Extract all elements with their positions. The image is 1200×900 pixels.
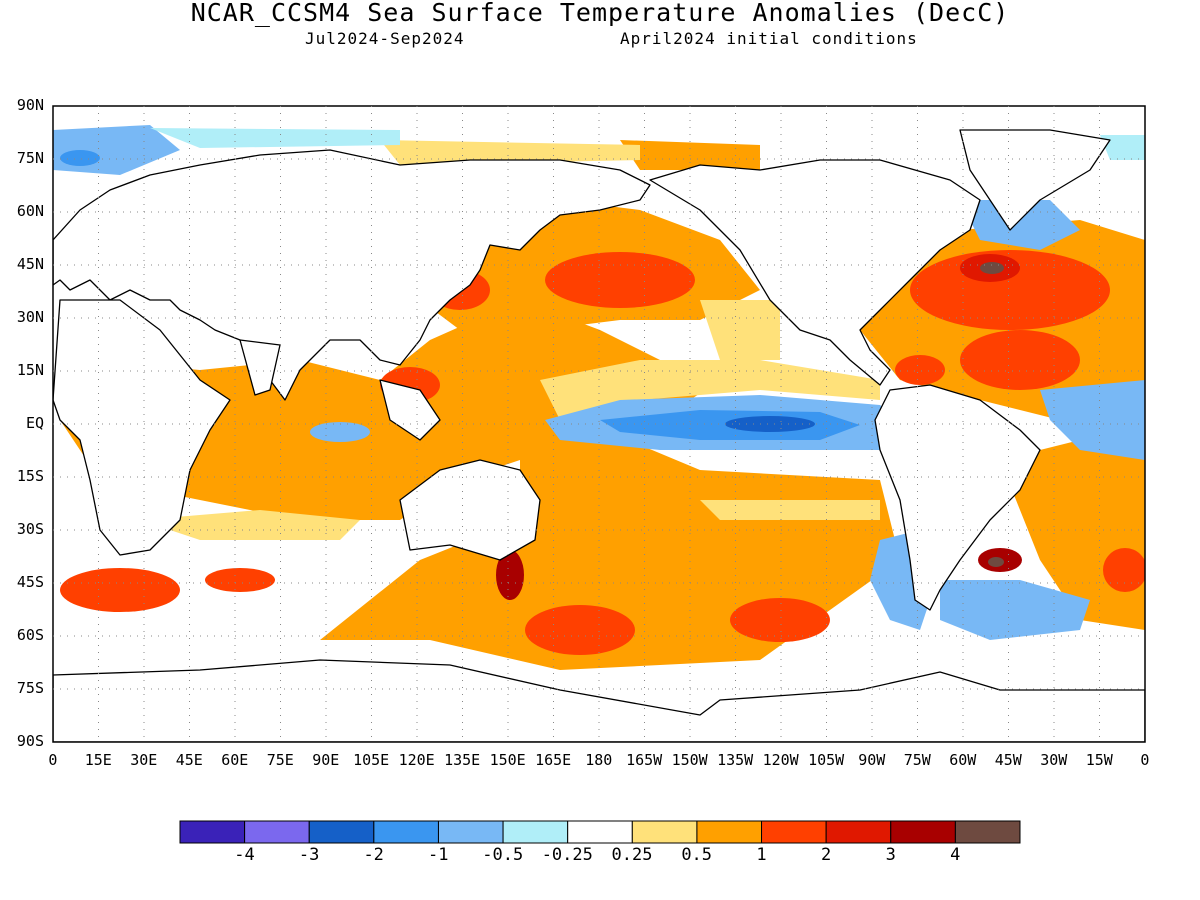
latitude-label: 45N [16, 255, 44, 273]
colorbar-swatch [954, 820, 1021, 844]
colorbar-label: -0.5 [482, 845, 524, 865]
colorbar-swatch [437, 820, 504, 844]
colorbar-label: 4 [950, 845, 961, 865]
longitude-label: 45W [994, 751, 1022, 769]
colorbar-label: 0.25 [611, 845, 653, 865]
longitude-label: 75E [266, 751, 294, 769]
colorbar-swatch [631, 820, 698, 844]
map-title: NCAR_CCSM4 Sea Surface Temperature Anoma… [190, 0, 1010, 27]
colorbar [179, 820, 1021, 844]
colorbar-swatch [761, 820, 827, 844]
longitude-label: 105W [808, 751, 845, 769]
latitude-label: 60S [16, 626, 44, 644]
latitude-label: 15S [16, 467, 44, 485]
longitude-label: 165E [535, 751, 572, 769]
longitude-label: 165W [626, 751, 663, 769]
colorbar-swatch [308, 820, 375, 844]
gridlines [53, 106, 1145, 742]
longitude-label: 105E [353, 751, 390, 769]
colorbar-label: -3 [298, 845, 320, 865]
latitude-label: 30N [16, 308, 44, 326]
colorbar-label: 2 [820, 845, 832, 865]
forecast-period: Jul2024-Sep2024 [305, 29, 465, 48]
latitude-label: 90N [16, 96, 44, 114]
longitude-label: 135W [717, 751, 754, 769]
longitude-label: 120W [762, 751, 799, 769]
longitude-label: 60W [949, 751, 977, 769]
colorbar-label: -0.25 [541, 845, 593, 865]
longitude-label: 90W [858, 751, 886, 769]
colorbar-swatch [373, 820, 439, 844]
longitude-label: 45E [175, 751, 203, 769]
longitude-label: 0 [1140, 751, 1150, 769]
colorbar-swatch [179, 820, 246, 844]
colorbar-label: 1 [756, 845, 767, 865]
longitude-label: 150W [671, 751, 708, 769]
longitude-label: 180 [585, 751, 613, 769]
colorbar-swatch [244, 820, 310, 844]
longitude-label: 30W [1040, 751, 1068, 769]
colorbar-swatch [890, 820, 956, 844]
latitude-label: EQ [25, 414, 44, 432]
colorbar-swatch [502, 820, 569, 844]
latitude-label: 60N [16, 202, 44, 220]
colorbar-label: -4 [234, 845, 255, 865]
latitude-label: 30S [16, 520, 44, 538]
latitude-label: 45S [16, 573, 44, 591]
latitude-label: 90S [16, 732, 44, 750]
longitude-label: 75W [903, 751, 931, 769]
longitude-label: 120E [398, 751, 435, 769]
longitude-label: 15W [1085, 751, 1113, 769]
longitude-label: 30E [130, 751, 158, 769]
latitude-label: 15N [16, 361, 44, 379]
longitude-label: 0 [48, 751, 58, 769]
initial-conditions: April2024 initial conditions [620, 29, 918, 48]
colorbar-label: 0.5 [681, 845, 713, 865]
longitude-label: 15E [84, 751, 112, 769]
longitude-label: 90E [312, 751, 340, 769]
colorbar-label: 3 [885, 845, 896, 865]
longitude-label: 60E [221, 751, 249, 769]
colorbar-swatch [825, 820, 892, 844]
latitude-label: 75S [16, 679, 44, 697]
longitude-label: 135E [444, 751, 481, 769]
colorbar-swatch [696, 820, 763, 844]
longitude-label: 150E [489, 751, 526, 769]
colorbar-label: -2 [363, 845, 384, 865]
colorbar-swatch [567, 820, 633, 844]
colorbar-label: -1 [428, 845, 449, 865]
latitude-label: 75N [16, 149, 44, 167]
